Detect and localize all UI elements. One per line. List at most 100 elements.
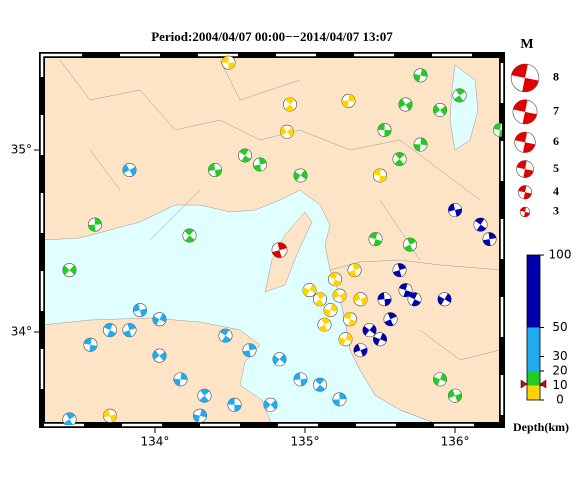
ball-lobe: [353, 293, 361, 302]
focal-mechanism: [413, 137, 428, 152]
focal-mechanism: [173, 372, 188, 387]
focal-mechanism: [227, 397, 242, 412]
ball-lobe: [285, 104, 295, 112]
ball-lobe: [159, 351, 167, 362]
focal-mechanism: [448, 388, 463, 403]
focal-mechanism: [280, 124, 295, 139]
ball-lobe: [420, 68, 428, 77]
focal-mechanism: [271, 242, 288, 259]
ball-lobe: [88, 224, 96, 232]
ball-lobe: [455, 393, 462, 402]
depth-tick-label: 30: [552, 349, 567, 363]
focal-mechanism: [338, 332, 353, 347]
ball-lobe: [184, 228, 194, 236]
ball-lobe: [373, 168, 381, 176]
focal-mechanism: [377, 292, 392, 307]
focal-mechanism: [302, 283, 317, 298]
focal-mechanism: [102, 323, 117, 338]
focal-mechanism: [512, 99, 538, 125]
ball-lobe: [332, 289, 340, 300]
ball-lobe: [123, 330, 132, 337]
ball-lobe: [234, 404, 242, 412]
ball-lobe: [300, 378, 308, 386]
ball-lobe: [277, 242, 287, 251]
ball-lobe: [523, 169, 534, 178]
ball-lobe: [395, 152, 405, 160]
focal-mechanism: [517, 185, 532, 200]
ball-lobe: [332, 279, 342, 286]
ball-lobe: [280, 126, 288, 137]
ball-lobe: [397, 263, 406, 271]
focal-mechanism: [122, 323, 137, 338]
focal-mechanism: [377, 122, 392, 137]
ball-lobe: [448, 389, 456, 399]
ball-lobe: [152, 316, 160, 326]
focal-mechanism: [407, 292, 422, 307]
ball-lobe: [377, 123, 385, 130]
ball-lobe: [398, 98, 406, 108]
ball-lobe: [393, 270, 402, 277]
ball-lobe: [300, 170, 308, 180]
focal-mechanism: [192, 408, 207, 423]
ball-lobe: [522, 111, 537, 124]
ball-lobe: [63, 419, 74, 425]
ball-lobe: [380, 333, 387, 342]
ball-lobe: [408, 292, 418, 300]
ball-lobe: [270, 400, 278, 410]
focal-mechanism: [347, 263, 362, 278]
title: Period:2004/04/07 00:00−−2014/04/07 13:0…: [151, 29, 393, 44]
focal-mechanism: [83, 337, 98, 352]
ball-lobe: [221, 335, 232, 343]
focal-mechanism: [392, 152, 407, 167]
ball-lobe: [339, 292, 347, 302]
focal-mechanism: [122, 163, 137, 178]
ball-lobe: [272, 250, 282, 258]
ball-lobe: [293, 372, 301, 381]
focal-mechanism: [448, 203, 463, 218]
ball-lobe: [258, 157, 267, 165]
ball-lobe: [474, 217, 485, 225]
ball-lobe: [332, 399, 340, 407]
depth-band: [527, 385, 540, 400]
ball-lobe: [448, 203, 456, 212]
focal-mechanism: [132, 303, 147, 318]
focal-mechanism: [313, 377, 328, 392]
focal-mechanism: [437, 292, 452, 307]
legend-label: 7: [553, 104, 559, 118]
focal-mechanism: [197, 388, 212, 403]
ball-lobe: [241, 155, 251, 163]
depth-tick-label: 100: [549, 248, 572, 262]
depth-band: [527, 255, 540, 328]
ball-lobe: [511, 64, 528, 78]
focal-mechanism: [413, 68, 428, 83]
ball-lobe: [513, 99, 528, 112]
ball-lobe: [404, 244, 413, 252]
ball-lobe: [440, 373, 447, 382]
ball-lobe: [242, 350, 251, 357]
ball-lobe: [103, 409, 110, 418]
legend-label: 8: [553, 70, 559, 84]
y-tick-label: 34°: [11, 324, 32, 338]
legend-label: 6: [553, 134, 559, 148]
ball-lobe: [314, 378, 325, 385]
ball-lobe: [199, 395, 209, 403]
depth-tick-label: 10: [552, 378, 567, 392]
depth-tick-label: 20: [552, 364, 567, 378]
legend-label: 4: [553, 184, 559, 198]
ball-lobe: [455, 208, 462, 217]
ball-lobe: [263, 400, 271, 410]
ball-lobe: [341, 100, 349, 108]
ball-lobe: [103, 323, 113, 331]
ball-lobe: [343, 312, 352, 320]
ball-lobe: [219, 328, 230, 336]
ball-lobe: [133, 303, 140, 312]
ball-lobe: [453, 95, 464, 103]
ball-lobe: [405, 101, 413, 111]
focal-mechanism: [62, 412, 77, 425]
ball-lobe: [139, 308, 147, 317]
ball-lobe: [173, 378, 181, 386]
focal-mechanism: [516, 160, 534, 178]
ball-lobe: [413, 73, 421, 82]
x-tick-label: 136°: [441, 435, 470, 449]
ball-lobe: [227, 398, 235, 405]
